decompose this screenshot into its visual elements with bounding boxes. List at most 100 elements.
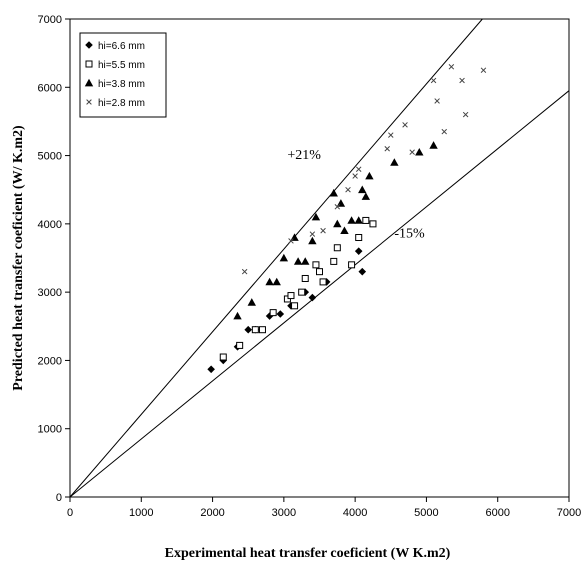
legend-label: hi=5.5 mm xyxy=(98,60,145,71)
y-tick-label: 6000 xyxy=(38,82,62,94)
data-point xyxy=(233,311,242,320)
data-point xyxy=(279,253,289,262)
data-point xyxy=(354,247,363,255)
data-point xyxy=(301,274,309,282)
data-point xyxy=(334,204,341,210)
legend: hi=6.6 mm hi=5.5 mm hi=3.8 mm hi=2.8 mm xyxy=(79,32,167,118)
data-point xyxy=(293,257,303,265)
x-tick-label: 3000 xyxy=(272,507,296,519)
data-point xyxy=(308,236,317,245)
axes: 0 1000 2000 3000 4000 5000 6000 7000 0 1000 2000 30… xyxy=(11,14,581,561)
data-point xyxy=(244,325,253,334)
legend-marker xyxy=(84,78,94,87)
data-point xyxy=(319,278,327,286)
x-tick-label: 7000 xyxy=(557,507,581,519)
data-point xyxy=(361,192,371,200)
data-point xyxy=(308,293,317,302)
data-point xyxy=(316,268,323,276)
data-point xyxy=(347,216,356,224)
data-point xyxy=(402,122,408,128)
y-tick-label: 1000 xyxy=(38,424,62,436)
y-tick-label: 4000 xyxy=(38,219,62,231)
data-point xyxy=(358,185,367,194)
data-point xyxy=(388,132,394,138)
data-points xyxy=(207,64,487,374)
data-point xyxy=(288,238,294,244)
y-tick-label: 7000 xyxy=(38,14,62,26)
data-point xyxy=(311,212,321,221)
plot-frame xyxy=(69,18,570,498)
data-point xyxy=(276,310,285,318)
data-point xyxy=(320,227,326,234)
x-tick-label: 0 xyxy=(67,507,73,519)
data-point xyxy=(241,268,248,275)
data-point xyxy=(287,292,295,300)
data-point xyxy=(409,149,415,155)
data-point xyxy=(462,111,469,118)
legend-marker xyxy=(85,60,93,68)
y-tick-label: 3000 xyxy=(38,287,62,299)
data-point xyxy=(272,277,281,286)
data-point xyxy=(298,288,306,296)
data-point xyxy=(269,309,277,317)
data-point xyxy=(365,171,374,180)
y-axis-title: Predicted heat transfer coeficient (W/ K… xyxy=(11,125,26,391)
x-tick-label: 2000 xyxy=(200,507,224,519)
data-point xyxy=(309,231,316,237)
data-point xyxy=(480,67,487,73)
legend-marker xyxy=(85,41,93,49)
data-point xyxy=(384,145,390,152)
legend-label: hi=2.8 mm xyxy=(98,98,145,109)
reference-line xyxy=(69,18,483,498)
data-point xyxy=(355,166,362,172)
x-tick-label: 1000 xyxy=(129,507,153,519)
data-point xyxy=(459,77,465,84)
data-point xyxy=(251,326,259,334)
x-axis-title: Experimental heat transfer coeficient (W… xyxy=(165,546,451,561)
legend-box xyxy=(79,32,167,118)
y-tick-label: 2000 xyxy=(38,355,62,367)
data-point xyxy=(429,141,438,149)
data-point xyxy=(390,158,399,166)
data-point xyxy=(415,147,424,156)
data-point xyxy=(348,261,356,269)
data-point xyxy=(301,257,310,265)
data-point xyxy=(333,244,341,252)
data-point xyxy=(340,226,349,235)
x-tick-label: 4000 xyxy=(343,507,367,519)
data-point xyxy=(430,77,437,84)
data-point xyxy=(329,188,338,197)
data-point xyxy=(358,267,367,276)
data-point xyxy=(354,216,363,224)
data-point xyxy=(369,220,377,228)
data-point xyxy=(258,326,266,334)
x-tick-label: 5000 xyxy=(414,507,438,519)
data-point xyxy=(441,128,448,135)
legend-label: hi=3.8 mm xyxy=(98,79,145,90)
y-tick-label: 5000 xyxy=(38,151,62,163)
data-point xyxy=(207,365,215,374)
data-point xyxy=(355,234,363,242)
legend-label: hi=6.6 mm xyxy=(98,41,145,52)
data-point xyxy=(219,353,227,361)
x-tick-label: 6000 xyxy=(485,507,509,519)
data-point xyxy=(362,216,370,224)
reference-line-label: +21% xyxy=(287,148,321,163)
data-point xyxy=(247,298,256,306)
data-point xyxy=(330,257,338,265)
data-point xyxy=(448,64,455,70)
data-point xyxy=(236,341,244,349)
reference-line xyxy=(69,90,570,498)
reference-line-label: -15% xyxy=(394,227,425,242)
legend-marker xyxy=(86,99,92,105)
data-point xyxy=(265,277,274,286)
reference-lines: +21% -15% xyxy=(69,18,570,498)
data-point xyxy=(345,186,351,193)
y-tick-label: 0 xyxy=(56,492,62,504)
data-point xyxy=(291,302,299,310)
data-point xyxy=(333,219,342,228)
data-point xyxy=(312,261,320,269)
data-point xyxy=(352,173,358,179)
data-point xyxy=(434,98,440,104)
